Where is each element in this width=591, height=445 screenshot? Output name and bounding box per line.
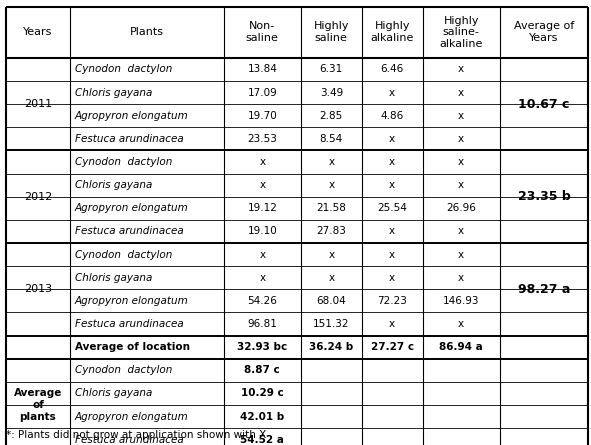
Text: 2.85: 2.85 [320, 111, 343, 121]
Text: Plants: Plants [130, 27, 164, 37]
Text: x: x [458, 227, 464, 236]
Text: Cynodon  dactylon: Cynodon dactylon [74, 250, 172, 259]
Text: 2012: 2012 [24, 192, 52, 202]
Text: 23.35 b: 23.35 b [518, 190, 570, 203]
Text: Highly
saline: Highly saline [314, 21, 349, 43]
Text: 13.84: 13.84 [248, 65, 277, 74]
Text: 2013: 2013 [24, 284, 52, 294]
Text: Festuca arundinacea: Festuca arundinacea [74, 227, 183, 236]
Text: 146.93: 146.93 [443, 296, 479, 306]
Text: Highly
alkaline: Highly alkaline [371, 21, 414, 43]
Text: x: x [389, 227, 395, 236]
Text: x: x [458, 250, 464, 259]
Text: Chloris gayana: Chloris gayana [74, 180, 152, 190]
Text: 19.12: 19.12 [248, 203, 277, 213]
Text: x: x [259, 273, 265, 283]
Text: 26.96: 26.96 [446, 203, 476, 213]
Text: 21.58: 21.58 [316, 203, 346, 213]
Text: x: x [328, 157, 335, 167]
Text: x: x [389, 180, 395, 190]
Text: 4.86: 4.86 [381, 111, 404, 121]
Text: Chloris gayana: Chloris gayana [74, 273, 152, 283]
Text: Festuca arundinacea: Festuca arundinacea [74, 319, 183, 329]
Text: x: x [458, 180, 464, 190]
Text: x: x [458, 134, 464, 144]
Text: 3.49: 3.49 [320, 88, 343, 97]
Text: 27.27 c: 27.27 c [371, 342, 414, 352]
Text: x: x [389, 88, 395, 97]
Text: Agropyron elongatum: Agropyron elongatum [74, 203, 189, 213]
Text: x: x [259, 157, 265, 167]
Text: Agropyron elongatum: Agropyron elongatum [74, 296, 189, 306]
Text: 6.31: 6.31 [320, 65, 343, 74]
Text: Years: Years [23, 27, 53, 37]
Text: x: x [328, 250, 335, 259]
Text: Agropyron elongatum: Agropyron elongatum [74, 111, 189, 121]
Text: Average of location: Average of location [74, 342, 190, 352]
Text: 10.29 c: 10.29 c [241, 388, 284, 398]
Text: 23.53: 23.53 [248, 134, 277, 144]
Text: 25.54: 25.54 [377, 203, 407, 213]
Text: 8.87 c: 8.87 c [245, 365, 280, 375]
Text: 10.67 c: 10.67 c [518, 97, 570, 111]
Text: x: x [328, 180, 335, 190]
Text: 151.32: 151.32 [313, 319, 349, 329]
Text: *: Plants did not grow at application shown with X: *: Plants did not grow at application sh… [6, 430, 266, 440]
Text: Chloris gayana: Chloris gayana [74, 88, 152, 97]
Text: 42.01 b: 42.01 b [240, 412, 284, 421]
Text: x: x [458, 157, 464, 167]
Text: Average of
Years: Average of Years [514, 21, 574, 43]
Text: Cynodon  dactylon: Cynodon dactylon [74, 157, 172, 167]
Text: x: x [458, 111, 464, 121]
Text: x: x [458, 88, 464, 97]
Text: 72.23: 72.23 [377, 296, 407, 306]
Text: 19.10: 19.10 [248, 227, 277, 236]
Text: Chloris gayana: Chloris gayana [74, 388, 152, 398]
Text: 8.54: 8.54 [320, 134, 343, 144]
Text: x: x [389, 250, 395, 259]
Text: 17.09: 17.09 [248, 88, 277, 97]
Text: x: x [328, 273, 335, 283]
Text: 98.27 a: 98.27 a [518, 283, 570, 296]
Text: 54.26: 54.26 [248, 296, 277, 306]
Text: 2011: 2011 [24, 99, 52, 109]
Text: Cynodon  dactylon: Cynodon dactylon [74, 65, 172, 74]
Text: 19.70: 19.70 [248, 111, 277, 121]
Text: 36.24 b: 36.24 b [309, 342, 353, 352]
Text: 54.52 a: 54.52 a [241, 435, 284, 445]
Text: x: x [458, 65, 464, 74]
Text: 32.93 bc: 32.93 bc [237, 342, 287, 352]
Text: Cynodon  dactylon: Cynodon dactylon [74, 365, 172, 375]
Text: 27.83: 27.83 [316, 227, 346, 236]
Text: x: x [389, 319, 395, 329]
Text: x: x [259, 250, 265, 259]
Text: Average
of
plants: Average of plants [14, 388, 62, 421]
Text: 68.04: 68.04 [316, 296, 346, 306]
Text: x: x [389, 134, 395, 144]
Text: x: x [389, 273, 395, 283]
Text: 96.81: 96.81 [248, 319, 277, 329]
Text: x: x [389, 157, 395, 167]
Text: x: x [458, 273, 464, 283]
Text: Festuca arundinacea: Festuca arundinacea [74, 435, 183, 445]
Text: 86.94 a: 86.94 a [439, 342, 483, 352]
Text: 6.46: 6.46 [381, 65, 404, 74]
Text: x: x [259, 180, 265, 190]
Text: Non-
saline: Non- saline [246, 21, 279, 43]
Text: Highly
saline-
alkaline: Highly saline- alkaline [440, 16, 483, 49]
Text: x: x [458, 319, 464, 329]
Text: Festuca arundinacea: Festuca arundinacea [74, 134, 183, 144]
Text: Agropyron elongatum: Agropyron elongatum [74, 412, 189, 421]
